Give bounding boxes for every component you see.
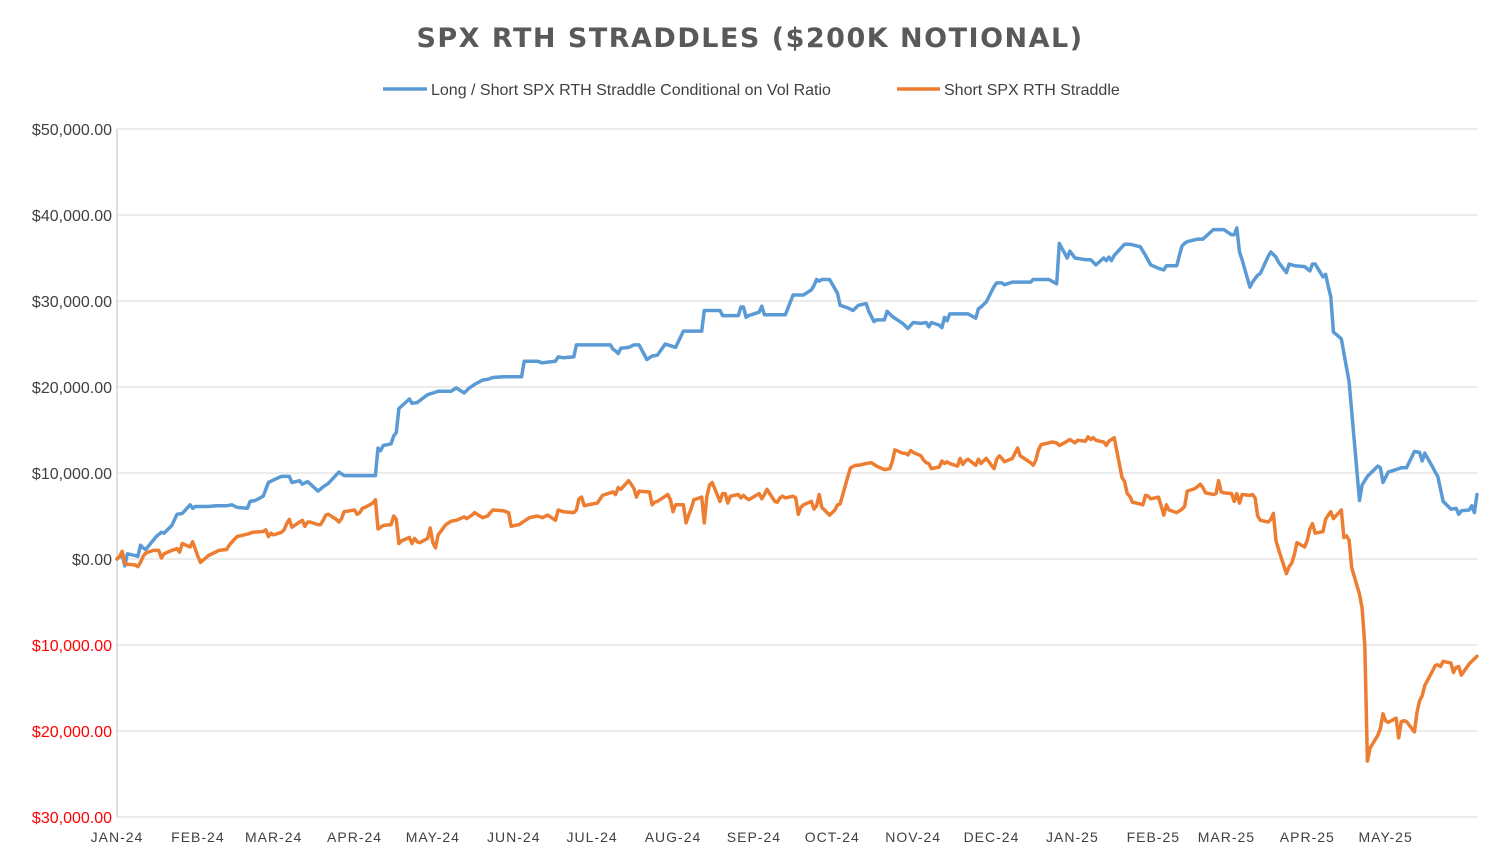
y-axis-ticks: $50,000.00 $40,000.00 $30,000.00 $20,000.00… — [32, 122, 112, 827]
y-tick-label: $40,000.00 — [32, 208, 112, 225]
x-tick-label: APR-24 — [327, 829, 382, 845]
x-tick-label: JUN-24 — [487, 829, 540, 845]
legend: Long / Short SPX RTH Straddle Conditiona… — [383, 82, 1120, 99]
x-tick-label: MAY-25 — [1359, 829, 1413, 845]
chart-title: SPX RTH STRADDLES ($200K NOTIONAL) — [416, 23, 1083, 54]
x-tick-label: AUG-24 — [645, 829, 702, 845]
y-tick-label: $30,000.00 — [32, 294, 112, 311]
x-tick-label: DEC-24 — [964, 829, 1020, 845]
y-tick-label: $10,000.00 — [32, 466, 112, 483]
y-tick-label: $50,000.00 — [32, 122, 112, 139]
series-line-short — [115, 435, 1479, 763]
y-tick-label: $20,000.00 — [32, 724, 112, 741]
legend-item-long-short: Long / Short SPX RTH Straddle Conditiona… — [383, 82, 831, 99]
x-tick-label: NOV-24 — [885, 829, 941, 845]
x-tick-label: MAY-24 — [406, 829, 460, 845]
legend-label-short: Short SPX RTH Straddle — [944, 82, 1120, 99]
x-tick-label: MAR-24 — [245, 829, 302, 845]
legend-item-short: Short SPX RTH Straddle — [897, 82, 1120, 99]
y-tick-label: $0.00 — [72, 552, 112, 569]
x-tick-label: OCT-24 — [805, 829, 860, 845]
x-tick-label: JAN-25 — [1046, 829, 1099, 845]
series-lines — [115, 226, 1479, 763]
y-tick-label: $30,000.00 — [32, 810, 112, 827]
x-tick-label: MAR-25 — [1198, 829, 1255, 845]
legend-label-long-short: Long / Short SPX RTH Straddle Conditiona… — [431, 82, 831, 99]
series-line-long-short — [115, 226, 1479, 568]
x-tick-label: FEB-24 — [171, 829, 224, 845]
y-tick-label: $20,000.00 — [32, 380, 112, 397]
x-tick-label: JAN-24 — [91, 829, 144, 845]
y-tick-label: $10,000.00 — [32, 638, 112, 655]
x-tick-label: FEB-25 — [1127, 829, 1180, 845]
x-tick-label: APR-25 — [1280, 829, 1335, 845]
x-tick-label: JUL-24 — [567, 829, 618, 845]
x-axis-ticks: JAN-24 FEB-24 MAR-24 APR-24 MAY-24 JUN-24 JUL-… — [91, 829, 1413, 845]
gridlines — [116, 128, 1477, 818]
x-tick-label: SEP-24 — [727, 829, 781, 845]
